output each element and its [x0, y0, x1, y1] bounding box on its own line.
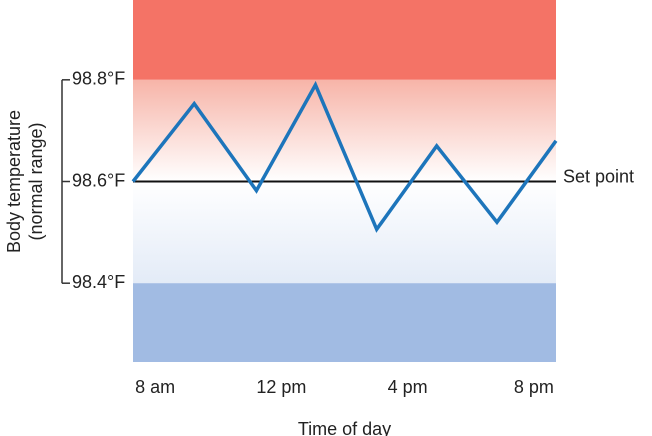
y-tick-label: 98.8°F: [72, 69, 125, 89]
warm-zone: [133, 79, 556, 182]
x-tick-label: 8 am: [135, 377, 175, 397]
y-axis-label: (normal range): [26, 122, 46, 240]
x-tick-label: 8 pm: [514, 377, 554, 397]
y-tick-label: 98.6°F: [72, 170, 125, 190]
y-tick-label: 98.4°F: [72, 272, 125, 292]
temperature-line: [131, 80, 558, 233]
x-tick-label: 12 pm: [256, 377, 306, 397]
y-axis-label: Body temperature: [4, 110, 24, 253]
high-band: [133, 0, 556, 80]
cool-zone: [133, 181, 556, 284]
low-band: [133, 283, 556, 362]
x-axis-label: Time of day: [298, 419, 391, 436]
x-tick-label: 4 pm: [388, 377, 428, 397]
set-point-label: Set point: [563, 166, 634, 186]
